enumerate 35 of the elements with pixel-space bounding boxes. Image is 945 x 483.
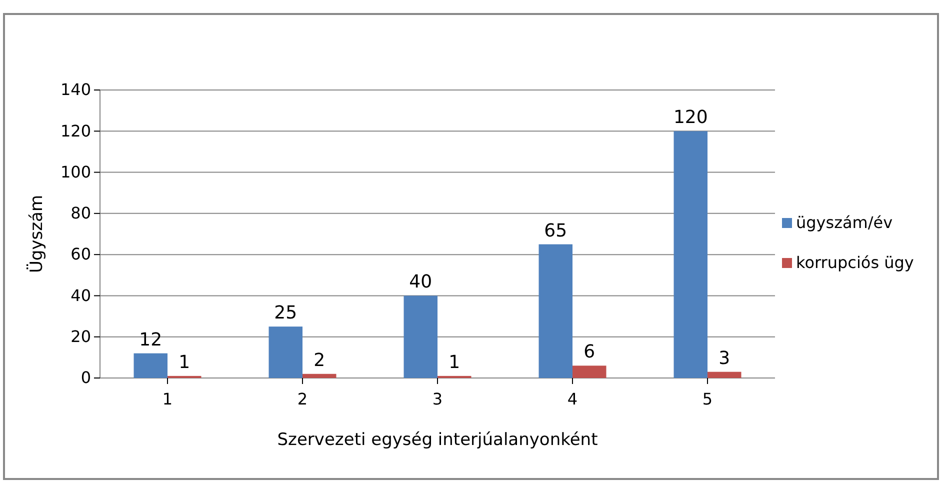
data-label: 1 (178, 352, 190, 373)
data-label: 25 (274, 302, 298, 324)
data-label: 6 (584, 342, 596, 363)
bar (302, 374, 336, 378)
x-axis-title: Szervezeti egység interjúalanyonként (277, 430, 598, 450)
bar (572, 366, 606, 378)
data-label: 2 (314, 350, 326, 371)
x-tick-label: 4 (567, 390, 578, 409)
data-label: 120 (673, 107, 708, 128)
y-tick-label: 120 (60, 121, 91, 140)
bar (674, 131, 708, 378)
bar (134, 353, 168, 378)
y-tick-label: 0 (80, 368, 91, 388)
data-label: 3 (718, 348, 730, 369)
legend-label: ügyszám/év (796, 213, 893, 232)
data-label: 1 (448, 352, 460, 373)
bar (538, 244, 572, 378)
y-tick-label: 60 (70, 244, 91, 264)
y-tick-label: 100 (60, 162, 91, 182)
data-label: 65 (544, 220, 568, 242)
y-tick-label: 20 (70, 326, 91, 346)
x-tick-label: 2 (297, 390, 308, 409)
bar (268, 326, 302, 378)
y-tick-label: 80 (70, 204, 91, 223)
data-label: 40 (409, 272, 432, 293)
x-tick-label: 1 (162, 390, 173, 409)
bar (404, 296, 438, 378)
data-label: 12 (139, 329, 162, 350)
y-tick-label: 140 (60, 80, 91, 100)
y-tick-label: 40 (70, 286, 91, 305)
legend-label: korrupciós ügy (796, 253, 914, 272)
x-tick-label: 3 (432, 390, 443, 409)
y-axis-title: Ügyszám (26, 194, 47, 274)
x-tick-label: 5 (702, 390, 713, 409)
bar (708, 372, 742, 378)
